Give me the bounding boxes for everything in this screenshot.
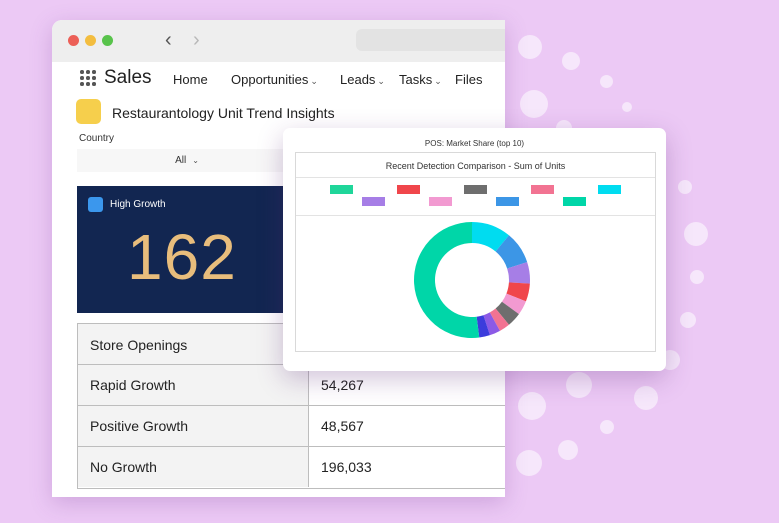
- table-row: No Growth 196,033: [78, 447, 505, 487]
- nav-item-opportunities[interactable]: Opportunities ⌄: [231, 72, 318, 87]
- row-value: 196,033: [321, 459, 372, 475]
- legend-swatch: [598, 185, 621, 194]
- donut-slice: [414, 222, 480, 338]
- nav-item-leads[interactable]: Leads ⌄: [340, 72, 385, 87]
- nav-item-home[interactable]: Home: [173, 72, 208, 87]
- legend-swatch: [397, 185, 420, 194]
- app-navigation-bar: Sales Home Opportunities ⌄ Leads ⌄ Tasks ⌄ …: [70, 64, 505, 94]
- window-titlebar: ‹ ›: [52, 20, 505, 62]
- divider: [296, 215, 655, 216]
- nav-item-label: Tasks: [399, 72, 433, 87]
- legend-swatch: [464, 185, 487, 194]
- donut-slice: [507, 262, 530, 284]
- address-bar[interactable]: [356, 29, 505, 51]
- nav-item-label: Files: [455, 72, 483, 87]
- donut-slice: [495, 301, 519, 325]
- nav-item-files[interactable]: Files: [455, 72, 482, 87]
- legend-swatch: [429, 197, 452, 206]
- donut-slice: [495, 235, 528, 269]
- table-row: Positive Growth 48,567: [78, 406, 505, 447]
- donut-chart: [414, 222, 530, 338]
- row-value: 48,567: [321, 418, 364, 434]
- divider: [296, 177, 655, 178]
- metric-label: High Growth: [110, 199, 166, 210]
- donut-slice: [506, 282, 530, 302]
- forward-arrow-icon[interactable]: ›: [193, 29, 200, 51]
- metric-value: 162: [127, 221, 237, 293]
- nav-item-tasks[interactable]: Tasks ⌄: [399, 72, 442, 87]
- donut-slice: [472, 222, 509, 252]
- back-arrow-icon[interactable]: ‹: [165, 29, 172, 51]
- app-window: ‹ › Sales Home Opportunities ⌄ Leads ⌄ Tas…: [52, 20, 505, 497]
- country-filter-label: Country: [79, 133, 115, 144]
- metric-icon: [88, 197, 103, 212]
- donut-slice: [483, 312, 500, 336]
- page-title: Restaurantology Unit Trend Insights: [112, 105, 335, 121]
- legend-swatch: [496, 197, 519, 206]
- nav-item-label: Home: [173, 72, 208, 87]
- app-name: Sales: [104, 67, 152, 88]
- chevron-down-icon: ⌄: [192, 156, 199, 165]
- chevron-down-icon: ⌄: [377, 76, 385, 86]
- row-label: Rapid Growth: [90, 377, 176, 393]
- chart-frame: Recent Detection Comparison - Sum of Uni…: [295, 152, 656, 352]
- high-growth-metric-card: High Growth 162: [77, 186, 309, 313]
- donut-slice: [489, 308, 509, 331]
- chevron-down-icon: ⌄: [310, 76, 318, 86]
- legend-swatch: [362, 197, 385, 206]
- close-window-button[interactable]: [68, 35, 79, 46]
- country-filter-value: All: [175, 155, 187, 166]
- row-value: 54,267: [321, 377, 364, 393]
- minimize-window-button[interactable]: [85, 35, 96, 46]
- nav-item-label: Leads: [340, 72, 376, 87]
- table-header: Store Openings: [90, 337, 188, 353]
- nav-item-label: Opportunities: [231, 72, 309, 87]
- row-label: No Growth: [90, 459, 157, 475]
- chart-card-title: POS: Market Share (top 10): [424, 139, 525, 148]
- legend-swatch: [563, 197, 586, 206]
- app-launcher-icon[interactable]: [80, 70, 96, 86]
- donut-slice: [501, 293, 526, 315]
- zoom-window-button[interactable]: [102, 35, 113, 46]
- legend-swatch: [531, 185, 554, 194]
- chevron-down-icon: ⌄: [434, 76, 442, 86]
- dashboard-icon: [76, 99, 101, 124]
- row-label: Positive Growth: [90, 418, 189, 434]
- country-filter-select[interactable]: All ⌄: [77, 149, 297, 172]
- legend-swatch: [330, 185, 353, 194]
- chart-subtitle: Recent Detection Comparison - Sum of Uni…: [385, 161, 566, 171]
- market-share-chart-card: POS: Market Share (top 10) Recent Detect…: [283, 128, 666, 371]
- donut-slice: [476, 315, 490, 338]
- table-row: Rapid Growth 54,267: [78, 365, 505, 406]
